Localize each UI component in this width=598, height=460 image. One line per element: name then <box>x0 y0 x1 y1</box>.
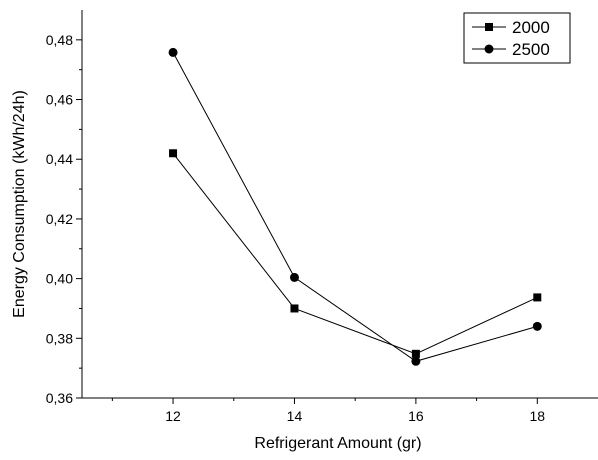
series-line-2500 <box>172 52 538 362</box>
y-tick-label: 0,46 <box>46 92 73 108</box>
y-tick-label: 0,48 <box>46 32 73 48</box>
data-point-2000 <box>290 304 299 313</box>
x-axis-title: Refrigerant Amount (gr) <box>254 435 421 452</box>
data-point-2500 <box>411 356 421 366</box>
legend-label-2000: 2000 <box>512 18 550 37</box>
data-point-2000 <box>169 149 178 158</box>
y-tick-label: 0,44 <box>46 151 73 167</box>
x-tick-label: 18 <box>530 408 546 424</box>
x-tick-label: 16 <box>408 408 424 424</box>
data-point-2500 <box>289 272 299 282</box>
plot-frame <box>81 10 598 399</box>
legend-marker-circle <box>484 44 494 54</box>
series-line-2000 <box>172 152 538 355</box>
legend-label-2500: 2500 <box>512 40 550 59</box>
legend-box <box>463 12 571 64</box>
ticks-layer: 0,36 0,38 0,40 0,42 0,44 0,46 0,48 12 14 16 18 <box>46 32 546 424</box>
x-tick-label: 14 <box>287 408 303 424</box>
series-layer <box>168 47 542 366</box>
legend-marker-square <box>485 23 493 31</box>
data-point-2000 <box>533 293 542 302</box>
y-tick-label: 0,42 <box>46 211 73 227</box>
legend: 2000 2500 <box>463 12 571 64</box>
data-point-2500 <box>532 321 542 331</box>
y-tick-label: 0,38 <box>46 330 73 346</box>
y-axis-title: Energy Consumption (kWh/24h) <box>11 90 28 318</box>
y-tick-label: 0,36 <box>46 390 73 406</box>
x-tick-label: 12 <box>165 408 181 424</box>
data-point-2500 <box>168 47 178 57</box>
y-tick-label: 0,40 <box>46 271 73 287</box>
data-point-2000 <box>411 349 420 358</box>
